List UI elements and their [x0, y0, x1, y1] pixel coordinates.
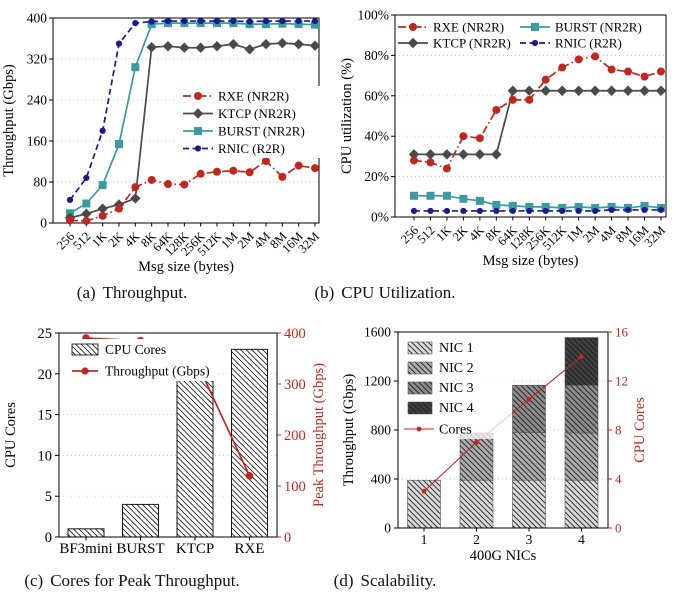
svg-text:240: 240: [27, 93, 48, 108]
svg-text:4: 4: [578, 532, 585, 547]
svg-text:RXE: RXE: [235, 541, 265, 557]
svg-text:5: 5: [45, 489, 52, 505]
svg-text:0: 0: [40, 216, 47, 231]
caption-d-text: Scalability.: [360, 571, 437, 590]
svg-text:KTCP: KTCP: [176, 541, 214, 557]
caption-b: (b) CPU Utilization.: [314, 283, 676, 303]
caption-a: (a) Throughput.: [0, 283, 338, 303]
svg-text:20%: 20%: [364, 169, 389, 184]
chart-b-cpu-utilization: 0%20%40%60%80%100%2565121K2K4K8K64K128K2…: [339, 8, 668, 270]
svg-text:80%: 80%: [364, 48, 389, 63]
svg-text:320: 320: [27, 52, 48, 67]
svg-text:Throughput (Gbps): Throughput (Gbps): [1, 64, 17, 177]
svg-text:15: 15: [38, 408, 53, 424]
svg-text:12: 12: [615, 374, 628, 389]
svg-text:16: 16: [615, 325, 629, 340]
svg-text:800: 800: [371, 423, 392, 438]
svg-text:RXE (NR2R): RXE (NR2R): [433, 20, 504, 35]
svg-text:200: 200: [284, 428, 306, 444]
svg-text:BURST (NR2R): BURST (NR2R): [218, 124, 305, 139]
svg-text:1200: 1200: [364, 374, 391, 389]
svg-text:160: 160: [27, 134, 48, 149]
svg-text:CPU Cores: CPU Cores: [105, 342, 166, 357]
caption-c-text: Cores for Peak Throughput.: [50, 571, 240, 590]
svg-text:CPU utilization (%): CPU utilization (%): [339, 58, 355, 174]
svg-text:BURST (NR2R): BURST (NR2R): [555, 20, 642, 35]
caption-d-label: (d): [333, 571, 354, 590]
caption-a-text: Throughput.: [102, 283, 188, 302]
svg-text:BURST: BURST: [116, 541, 164, 557]
svg-text:20: 20: [38, 367, 53, 383]
svg-text:25: 25: [38, 326, 53, 342]
caption-b-label: (b): [314, 283, 335, 302]
svg-text:8: 8: [615, 423, 622, 438]
svg-text:400: 400: [27, 11, 48, 26]
svg-text:NIC 4: NIC 4: [439, 401, 474, 416]
caption-a-label: (a): [76, 283, 96, 302]
svg-text:2: 2: [473, 532, 480, 547]
svg-text:KTCP (NR2R): KTCP (NR2R): [433, 36, 511, 51]
svg-text:100%: 100%: [358, 8, 390, 23]
svg-text:0: 0: [384, 521, 391, 536]
svg-text:RXE (NR2R): RXE (NR2R): [218, 89, 289, 104]
subfigure-b: 0% 20% 40% 60% 80% 100% 256 512 1K 2K 4K 8K 64K 128K 2…: [314, 0, 676, 318]
svg-text:400G NICs: 400G NICs: [470, 548, 537, 564]
subfigure-a: 0 80 160 240 320 400 256 512 1K 2K 4K 8K 64K 128K 256K…: [0, 0, 338, 318]
subfigure-d: 0 400 800 1200 1600 0 4 8 12 16 1 2 3 4 400G NICs Throu…: [334, 318, 676, 611]
svg-text:10: 10: [38, 448, 53, 464]
svg-text:400: 400: [284, 326, 306, 342]
svg-text:Throughput (Gbps): Throughput (Gbps): [105, 364, 210, 379]
caption-c-label: (c): [24, 571, 44, 590]
svg-text:0: 0: [284, 530, 291, 546]
svg-text:3: 3: [526, 532, 533, 547]
svg-text:Peak Throughput (Gbps): Peak Throughput (Gbps): [311, 363, 327, 507]
chart-c-cores-peak-throughput: 0 5 10 15 20 25 0 100 200 300 400 BF3mini BURST KTCP R…: [3, 326, 327, 557]
svg-text:0: 0: [45, 530, 52, 546]
svg-text:40%: 40%: [364, 129, 389, 144]
svg-text:100: 100: [284, 479, 306, 495]
svg-text:0%: 0%: [371, 210, 389, 225]
svg-text:Msg size (bytes): Msg size (bytes): [483, 253, 579, 269]
svg-text:Msg size (bytes): Msg size (bytes): [138, 259, 234, 275]
svg-text:0: 0: [615, 521, 622, 536]
svg-text:RNIC (R2R): RNIC (R2R): [218, 141, 285, 156]
svg-text:4: 4: [615, 472, 622, 487]
chart-a-throughput: 0801602403204002565121K2K4K8K64K128K256K…: [1, 11, 322, 276]
caption-c: (c) Cores for Peak Throughput.: [0, 571, 338, 591]
svg-text:400: 400: [371, 472, 392, 487]
subfigure-c: 0 5 10 15 20 25 0 100 200 300 400 BF3mini BURST KTCP R…: [0, 318, 338, 611]
caption-b-text: CPU Utilization.: [341, 283, 456, 302]
caption-d: (d) Scalability.: [334, 571, 676, 591]
svg-text:60%: 60%: [364, 88, 389, 103]
svg-text:CPU Cores: CPU Cores: [3, 402, 19, 468]
svg-text:Cores: Cores: [439, 423, 472, 438]
svg-text:NIC 1: NIC 1: [439, 341, 474, 356]
svg-text:NIC 3: NIC 3: [439, 381, 474, 396]
svg-text:KTCP (NR2R): KTCP (NR2R): [218, 106, 296, 121]
svg-text:CPU Cores: CPU Cores: [632, 397, 648, 463]
svg-text:BF3mini: BF3mini: [59, 541, 112, 557]
svg-text:NIC 2: NIC 2: [439, 361, 474, 376]
svg-text:80: 80: [34, 175, 48, 190]
svg-text:1600: 1600: [364, 325, 391, 340]
svg-text:Throughput (Gbps): Throughput (Gbps): [341, 374, 357, 487]
svg-text:300: 300: [284, 377, 306, 393]
svg-text:RNIC (R2R): RNIC (R2R): [555, 36, 622, 51]
svg-text:1: 1: [421, 532, 428, 547]
